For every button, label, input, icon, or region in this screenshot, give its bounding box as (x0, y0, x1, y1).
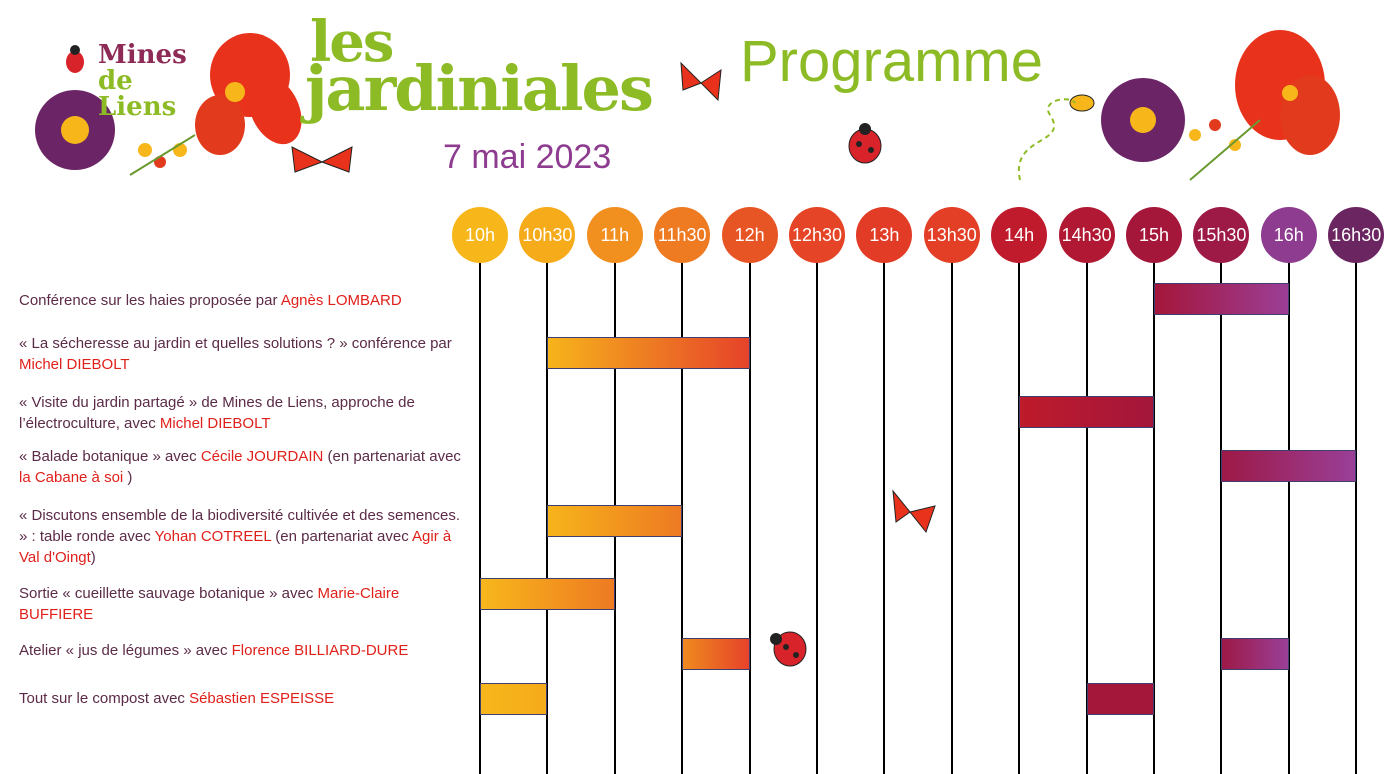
event-name-top: les (310, 9, 394, 75)
time-slot-15h: 15h (1126, 207, 1182, 263)
schedule-bar (480, 683, 548, 715)
time-slot-11h30: 11h30 (654, 207, 711, 263)
time-slot-13h30: 13h30 (923, 207, 980, 263)
time-gridline (479, 260, 481, 774)
activity-label: Tout sur le compost avec Sébastien ESPEI… (19, 688, 469, 709)
speaker-name: Cécile JOURDAIN (200, 448, 324, 465)
time-gridline (1355, 260, 1358, 774)
time-gridline (1085, 260, 1088, 774)
time-gridline (816, 260, 818, 774)
activity-text: « Balade botanique » avec (19, 448, 201, 465)
activity-text: Tout sur le compost avec (19, 690, 190, 707)
ladybug-icon (66, 45, 84, 73)
activity-label: « La sécheresse au jardin et quelles sol… (19, 333, 469, 375)
schedule-bar (547, 505, 683, 537)
activity-text: Atelier « jus de légumes » avec (19, 642, 232, 659)
activity-text: (en partenariat avec (323, 448, 461, 465)
butterfly-icon (680, 61, 722, 102)
red-flower-icon (1235, 30, 1340, 155)
butterfly-icon (291, 146, 353, 173)
schedule-bar (682, 638, 750, 670)
speaker-name: Yohan COTREEL (154, 528, 272, 545)
small-flowers-icon (129, 134, 196, 176)
event-date: 7 mai 2023 (443, 138, 612, 176)
logo-line-1: Mines (98, 40, 187, 70)
time-slot-11h: 11h (586, 207, 643, 263)
activity-label: Conférence sur les haies proposée par Ag… (19, 290, 469, 311)
event-name: jardiniales (305, 52, 654, 125)
time-slot-10h30: 10h30 (519, 207, 576, 263)
schedule-bar (480, 578, 615, 610)
ladybug-icon (770, 631, 807, 667)
speaker-name: Agir à Val d'Oingt (19, 528, 452, 566)
logo: Mines de Liens (98, 42, 198, 120)
time-slot-13h: 13h (856, 207, 913, 263)
activity-text: Conférence sur les haies proposée par (19, 292, 281, 309)
schedule-bar (1019, 396, 1154, 428)
activity-text: « La sécheresse au jardin et quelles sol… (19, 335, 452, 352)
activity-label: Sortie « cueillette sauvage botanique » … (19, 583, 469, 625)
schedule-bar (1086, 683, 1154, 715)
activity-text: Sortie « cueillette sauvage botanique » … (19, 585, 318, 602)
ladybug-icon (848, 123, 882, 164)
time-gridline (883, 260, 886, 774)
time-slot-10h: 10h (452, 207, 508, 263)
activity-text: « Visite du jardin partagé » de Mines de… (19, 394, 415, 432)
schedule-bar (1221, 638, 1289, 670)
butterfly-icon (892, 489, 936, 534)
activity-label: « Discutons ensemble de la biodiversité … (19, 505, 469, 568)
time-slot-16h: 16h (1260, 207, 1317, 263)
purple-flower-icon (1101, 78, 1185, 162)
activity-text: (en partenariat avec (271, 528, 413, 545)
time-slot-14h30: 14h30 (1058, 207, 1115, 263)
red-flower-icon (195, 33, 302, 155)
schedule-bar (547, 337, 750, 369)
activity-text: ) (90, 549, 96, 566)
logo-line-2: de Liens (98, 66, 177, 122)
activity-label: Atelier « jus de légumes » avec Florence… (19, 640, 469, 661)
logo-flowers (35, 33, 302, 176)
bee-icon (1017, 94, 1095, 181)
speaker-name: Michel DIEBOLT (159, 415, 271, 432)
activity-label: « Visite du jardin partagé » de Mines de… (19, 392, 469, 434)
speaker-name: la Cabane à soi (19, 469, 124, 486)
small-flowers-icon (1189, 119, 1261, 181)
time-slot-12h30: 12h30 (789, 207, 845, 263)
time-slot-16h30: 16h30 (1328, 207, 1385, 263)
time-gridline (748, 260, 751, 774)
schedule-bar (1221, 450, 1357, 482)
activity-text: « Discutons ensemble de la biodiversité … (19, 507, 461, 545)
speaker-name: Sébastien ESPEISSE (189, 690, 335, 707)
schedule-bar (1154, 283, 1289, 315)
time-gridline (1220, 260, 1223, 774)
time-gridline (1287, 260, 1290, 774)
time-gridline (681, 260, 684, 774)
time-slot-14h: 14h (991, 207, 1048, 263)
time-slot-12h: 12h (721, 207, 778, 263)
speaker-name: Florence BILLIARD-DURE (231, 642, 409, 659)
speaker-name: Michel DIEBOLT (19, 356, 130, 373)
speaker-name: Marie-Claire BUFFIERE (19, 585, 400, 623)
activity-text: ) (123, 469, 133, 486)
time-gridline (1153, 260, 1155, 774)
time-gridline (1018, 260, 1021, 774)
page-title: Programme (740, 29, 1043, 94)
time-slot-15h30: 15h30 (1193, 207, 1250, 263)
flowers-decoration (1017, 30, 1340, 181)
activity-label: « Balade botanique » avec Cécile JOURDAI… (19, 446, 469, 488)
time-gridline (950, 260, 953, 774)
purple-flower-icon (35, 90, 115, 170)
speaker-name: Agnès LOMBARD (280, 292, 402, 309)
